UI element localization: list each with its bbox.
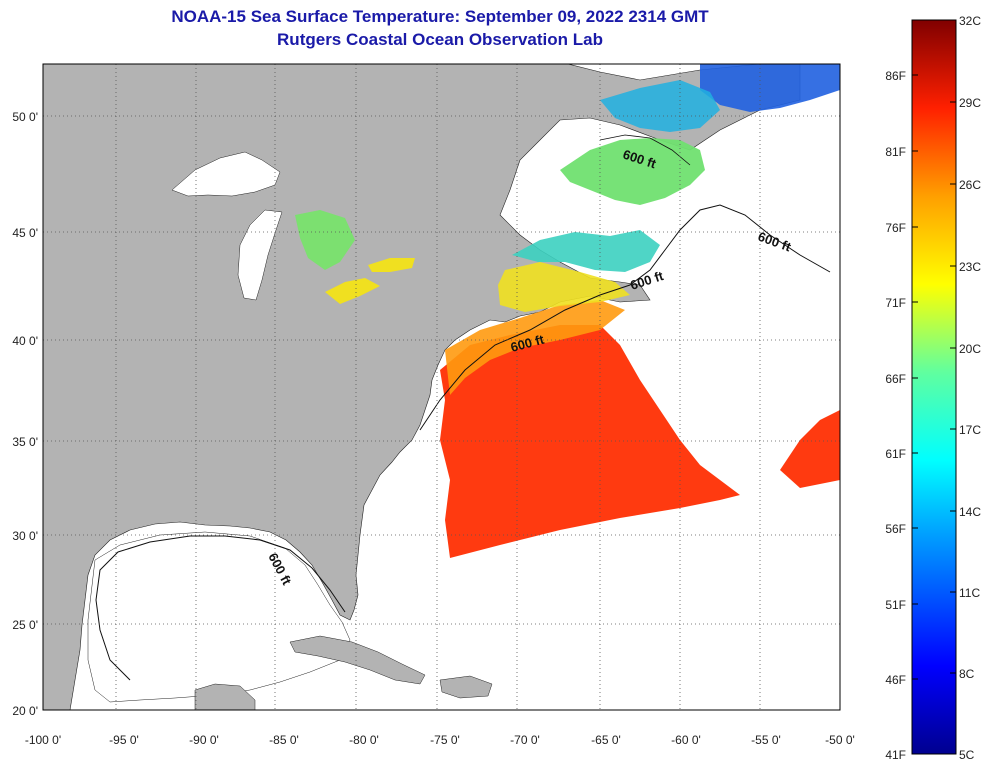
colorbar-ticks: [912, 74, 956, 680]
fahrenheit-label: 86F: [885, 69, 906, 83]
lat-label: 20 0': [12, 704, 38, 718]
fahrenheit-label: 51F: [885, 598, 906, 612]
sst-yellow-band: [498, 262, 630, 312]
lon-label: -90 0': [189, 733, 219, 747]
lon-label: -95 0': [109, 733, 139, 747]
celsius-label: 8C: [959, 667, 975, 681]
sst-lake-huron: [295, 210, 355, 270]
sst-lake-erie: [325, 278, 380, 304]
lon-label: -75 0': [430, 733, 460, 747]
celsius-label: 17C: [959, 423, 981, 437]
lon-label: -65 0': [591, 733, 621, 747]
lon-label: -85 0': [269, 733, 299, 747]
fahrenheit-label: 56F: [885, 522, 906, 536]
sst-orange-band: [445, 300, 625, 395]
fahrenheit-label: 81F: [885, 145, 906, 159]
sst-northeast-cold: [600, 80, 720, 132]
sst-labrador: [700, 64, 840, 112]
colorbar: [911, 19, 957, 755]
map-subtitle: Rutgers Coastal Ocean Observation Lab: [277, 30, 603, 49]
celsius-label: 29C: [959, 96, 981, 110]
latitude-labels: 50 0' 45 0' 40 0' 35 0' 30 0' 25 0' 20 0…: [12, 110, 38, 718]
fahrenheit-label: 71F: [885, 296, 906, 310]
lat-label: 30 0': [12, 529, 38, 543]
celsius-label: 11C: [959, 586, 980, 600]
lat-label: 35 0': [12, 435, 38, 449]
map-title: NOAA-15 Sea Surface Temperature: Septemb…: [171, 7, 709, 26]
celsius-label: 5C: [959, 748, 975, 762]
lat-label: 45 0': [12, 226, 38, 240]
contour-600ft-east: [419, 204, 831, 431]
celsius-label: 32C: [959, 14, 981, 28]
fahrenheit-label: 66F: [885, 372, 906, 386]
longitude-labels: -100 0' -95 0' -90 0' -85 0' -80 0' -75 …: [25, 733, 855, 747]
colorbar-celsius-labels: 32C 29C 26C 23C 20C 17C 14C 11C 8C 5C: [959, 14, 981, 762]
lon-label: -60 0': [671, 733, 701, 747]
lake-superior: [171, 151, 281, 197]
sst-warm-region: [440, 325, 740, 558]
lat-label: 50 0': [12, 110, 38, 124]
celsius-label: 26C: [959, 178, 981, 192]
contour-600ft-north: [599, 134, 691, 166]
fahrenheit-label: 61F: [885, 447, 906, 461]
lon-label: -100 0': [25, 733, 61, 747]
lon-label: -80 0': [349, 733, 379, 747]
lon-label: -55 0': [751, 733, 781, 747]
graticule: [43, 64, 840, 710]
land-hispaniola: [439, 675, 493, 699]
lat-label: 40 0': [12, 334, 38, 348]
lake-michigan: [237, 209, 283, 301]
colorbar-fahrenheit-labels: 86F 81F 76F 71F 66F 61F 56F 51F 46F 41F: [885, 69, 906, 762]
lon-label: -70 0': [510, 733, 540, 747]
sst-st-lawrence: [560, 138, 705, 205]
land-north-america: [43, 64, 801, 710]
land-yucatan: [194, 683, 256, 710]
lat-label: 25 0': [12, 618, 38, 632]
sst-lake-ontario: [368, 258, 415, 272]
sst-east-patch: [780, 410, 840, 488]
land-cuba: [289, 635, 426, 685]
map-border: [42, 63, 841, 711]
celsius-label: 23C: [959, 260, 981, 274]
lon-label: -50 0': [825, 733, 855, 747]
fahrenheit-label: 76F: [885, 221, 906, 235]
celsius-label: 14C: [959, 505, 981, 519]
fahrenheit-label: 46F: [885, 673, 906, 687]
celsius-label: 20C: [959, 342, 981, 356]
fahrenheit-label: 41F: [885, 748, 906, 762]
contour-600ft-gulf: [95, 535, 346, 681]
sst-cool-shelf: [512, 230, 660, 272]
